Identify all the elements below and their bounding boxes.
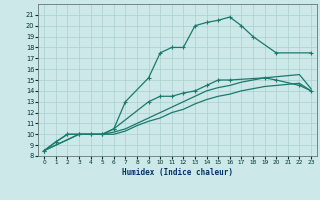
X-axis label: Humidex (Indice chaleur): Humidex (Indice chaleur) [122, 168, 233, 177]
